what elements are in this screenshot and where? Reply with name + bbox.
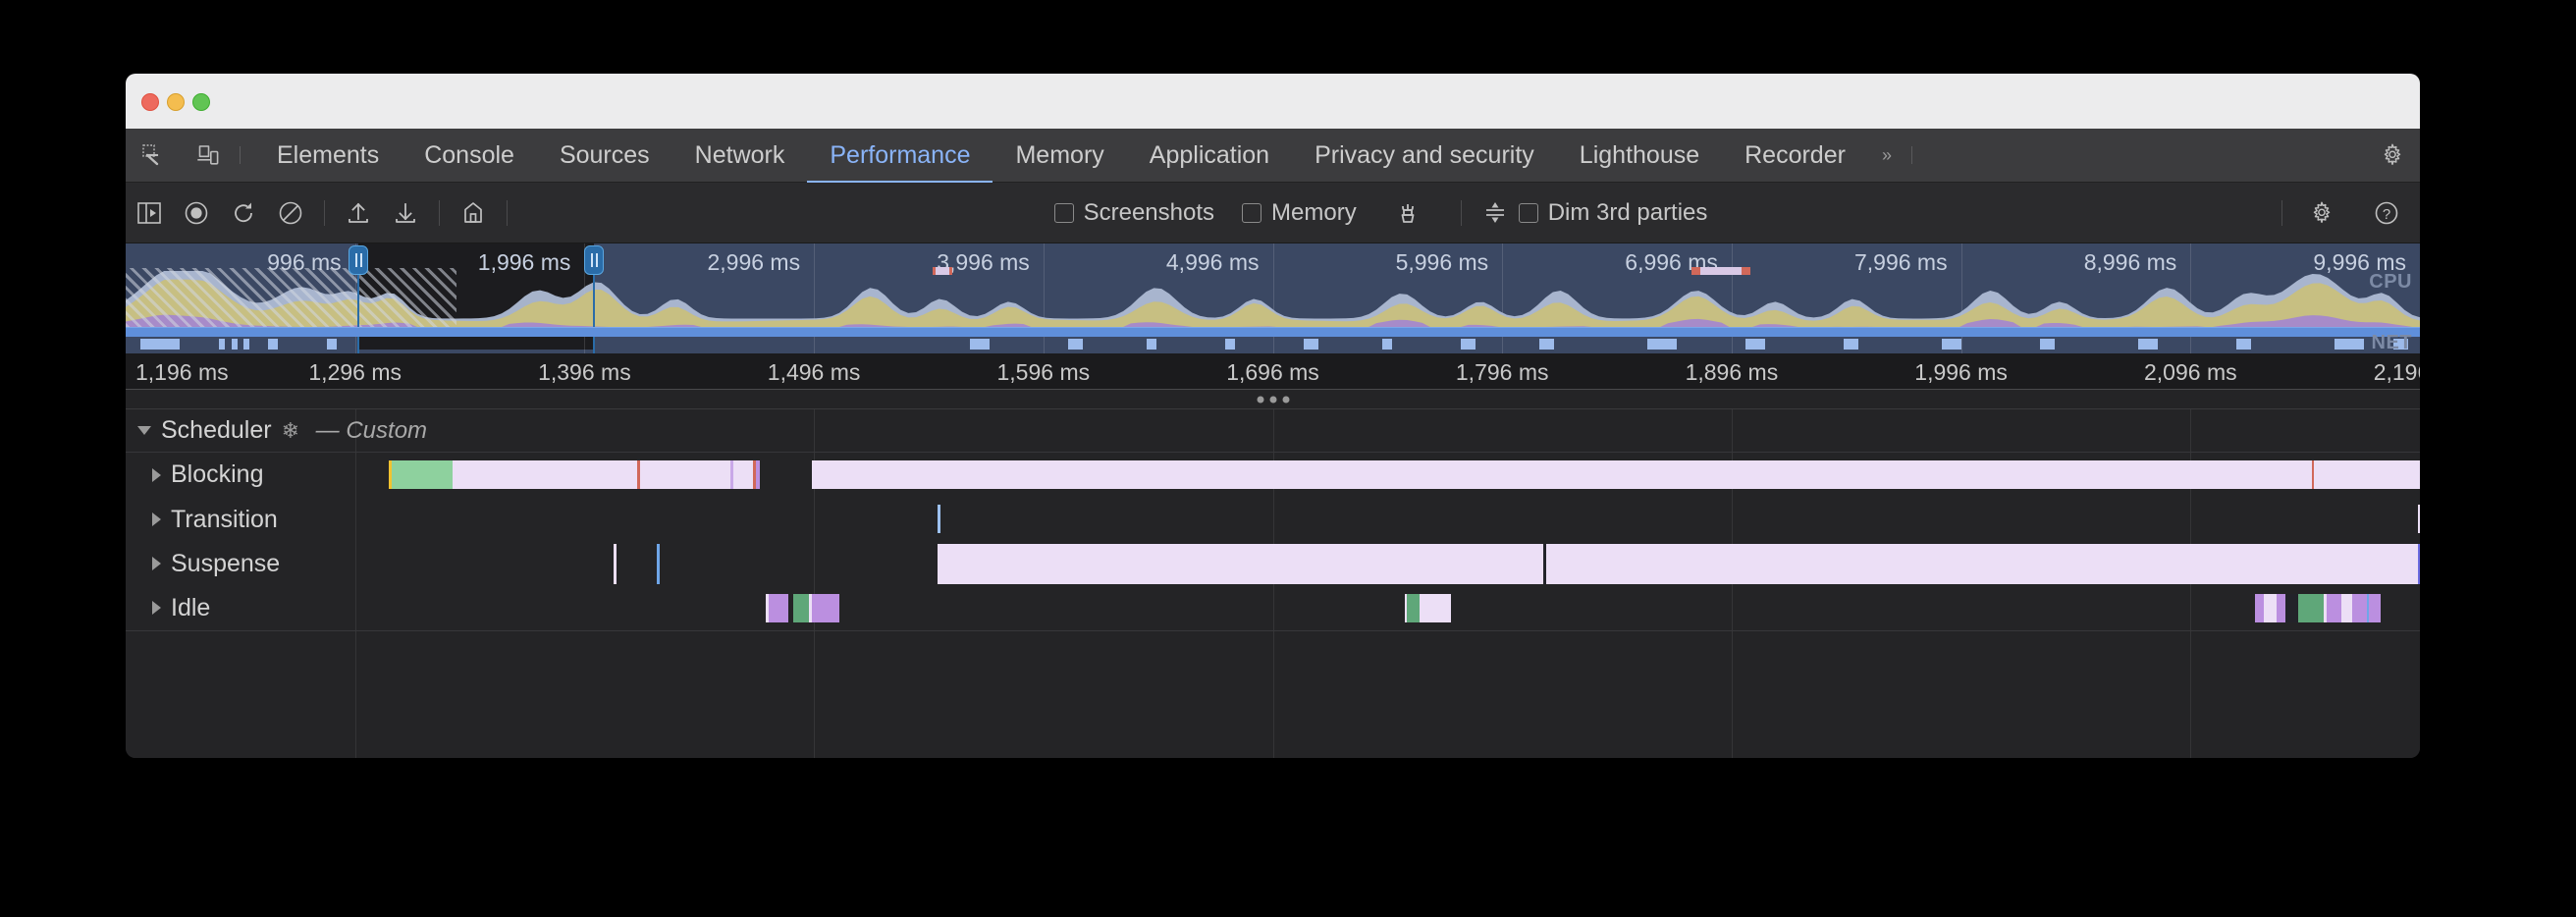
svg-text:?: ? xyxy=(2383,206,2390,223)
